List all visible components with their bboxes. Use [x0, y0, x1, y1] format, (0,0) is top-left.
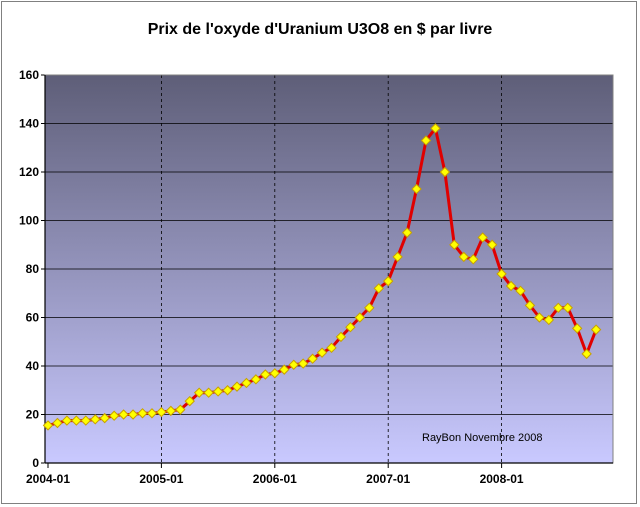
data-point [449, 239, 460, 250]
data-point [392, 251, 403, 263]
data-point [326, 342, 337, 354]
x-axis-tick-labels: 2004-01 2005-01 2006-01 2007-01 2008-01 [26, 472, 524, 486]
data-point [307, 353, 318, 364]
chart-annotation: RayBon Novembre 2008 [422, 432, 542, 444]
data-point [127, 409, 139, 420]
data-point [203, 387, 214, 398]
data-point [165, 405, 177, 417]
data-point [231, 381, 243, 392]
price-series [42, 123, 602, 431]
data-point [250, 374, 262, 385]
data-point [373, 283, 384, 294]
data-point [581, 348, 592, 360]
data-point [486, 239, 498, 250]
data-point [571, 323, 583, 334]
data-point [420, 135, 432, 146]
data-point [193, 387, 205, 398]
x-tick-label: 2004-01 [26, 472, 70, 486]
y-tick-label: 100 [19, 214, 39, 228]
data-point [411, 183, 422, 195]
data-point [42, 420, 54, 431]
data-point [99, 412, 110, 424]
data-point [118, 409, 129, 420]
data-point [515, 285, 526, 297]
data-point [401, 227, 413, 238]
data-point [316, 347, 328, 358]
data-point [108, 410, 120, 421]
data-point [505, 280, 517, 292]
x-tick-label: 2008-01 [480, 472, 524, 486]
data-point [288, 359, 299, 370]
data-point [137, 408, 148, 419]
y-tick-label: 40 [26, 359, 40, 373]
data-point [364, 302, 375, 314]
data-point [212, 386, 224, 397]
data-point [439, 166, 451, 178]
data-point [477, 232, 488, 243]
data-point [590, 324, 602, 335]
data-point [524, 300, 536, 311]
data-point [184, 395, 195, 407]
data-point [61, 415, 73, 426]
data-point [241, 377, 252, 389]
data-point [146, 408, 158, 419]
y-tick-label: 80 [26, 262, 40, 276]
data-point [222, 385, 233, 396]
x-tick-label: 2007-01 [366, 472, 410, 486]
chart-title: Prix de l'oxyde d'Uranium U3O8 en $ par … [148, 21, 493, 38]
data-point [175, 404, 186, 415]
data-point [553, 302, 564, 314]
data-point [468, 254, 479, 265]
axes [41, 74, 614, 468]
x-tick-label: 2005-01 [139, 472, 183, 486]
data-point [345, 321, 356, 333]
y-tick-label: 160 [19, 68, 39, 82]
data-point [269, 368, 281, 379]
data-point [335, 331, 347, 343]
x-tick-label: 2006-01 [253, 472, 297, 486]
data-point [71, 415, 82, 426]
data-point [543, 314, 555, 326]
data-point [534, 312, 545, 323]
data-point [458, 251, 470, 263]
y-tick-label: 0 [32, 456, 39, 470]
data-point [496, 268, 507, 280]
y-tick-label: 20 [26, 408, 40, 422]
y-tick-label: 140 [19, 117, 39, 131]
data-point [52, 417, 63, 429]
y-axis-tick-labels: 0 20 40 60 80 100 120 140 160 [19, 68, 39, 470]
data-point [562, 302, 573, 314]
data-point [260, 369, 271, 380]
data-point [279, 364, 290, 375]
data-point [297, 358, 309, 369]
data-point [156, 406, 167, 418]
data-point [354, 312, 366, 323]
data-point [90, 414, 101, 425]
data-point [382, 275, 394, 287]
y-tick-label: 60 [26, 311, 40, 325]
data-point [80, 415, 92, 426]
y-tick-label: 120 [19, 165, 39, 179]
data-point [430, 123, 441, 134]
